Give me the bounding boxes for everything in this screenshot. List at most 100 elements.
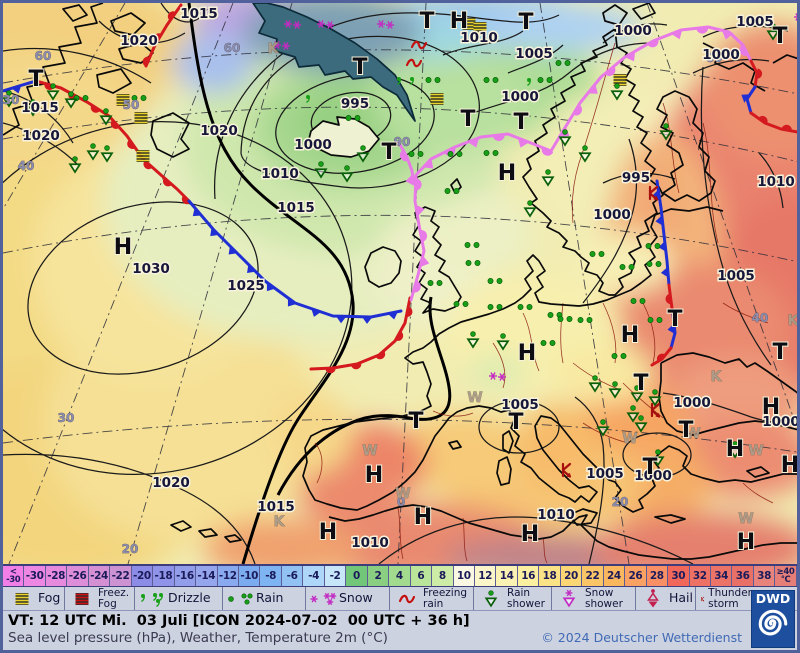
wx-symbol-shower xyxy=(588,375,602,393)
wx-symbol-rain xyxy=(577,317,593,323)
low-center-letter: T xyxy=(352,55,367,80)
low-center-letter: T xyxy=(772,340,787,365)
legend-label: Snow shower xyxy=(585,586,623,610)
scale-cell-18: 18 xyxy=(539,566,561,586)
scale-cell--28: -28 xyxy=(45,566,68,586)
scale-cell-34: 34 xyxy=(710,566,733,586)
graticule-label: 60 xyxy=(35,49,52,63)
scale-cell--30: -30 xyxy=(24,566,46,586)
wx-symbol-shower xyxy=(68,156,82,174)
wx-symbol-shower xyxy=(64,91,78,109)
parameters-line: Sea level pressure (hPa), Weather, Tempe… xyxy=(8,630,388,647)
dwd-logo-text: DWD xyxy=(755,591,791,606)
pressure-label: 1000 xyxy=(614,23,652,39)
advection-label-W: W xyxy=(362,443,377,459)
wx-symbol-rain xyxy=(537,77,553,83)
front-warm xyxy=(650,346,673,367)
advection-label-W: W xyxy=(748,443,763,459)
pressure-label: 1000 xyxy=(702,47,740,63)
front-cold xyxy=(3,79,38,94)
wx-symbol-rain xyxy=(427,280,443,286)
wx-symbol-thunder xyxy=(648,185,659,201)
scale-cell--16: -16 xyxy=(174,566,197,586)
front-warm xyxy=(665,283,675,317)
pressure-label: 1000 xyxy=(673,395,711,411)
wx-symbol-shower xyxy=(728,441,742,459)
legend-item-freezing-fog: Freez. Fog xyxy=(65,587,135,610)
wx-symbol-snow xyxy=(273,41,290,50)
scale-cell-<-30: < -30 xyxy=(3,566,25,586)
copyright: © 2024 Deutscher Wetterdienst xyxy=(541,630,742,646)
wx-symbol-rain xyxy=(131,95,147,101)
wx-symbol-shower xyxy=(26,99,40,117)
advection-label-W: W xyxy=(467,390,482,406)
wx-symbol-rain xyxy=(464,242,480,248)
ireland xyxy=(364,246,402,288)
finland xyxy=(656,90,716,202)
legend-item-rain-shower: Rain shower xyxy=(474,587,552,610)
front-cold xyxy=(741,85,757,115)
front-warm xyxy=(749,111,797,134)
high-center-letter: H xyxy=(726,437,744,462)
advection-label-W: W xyxy=(395,486,410,502)
scale-cell--22: -22 xyxy=(110,566,132,586)
wx-symbol-shower xyxy=(99,108,113,126)
scale-cell-26: 26 xyxy=(625,566,647,586)
scale-cell-12: 12 xyxy=(474,566,497,586)
low-center-letter: T xyxy=(408,409,423,434)
pressure-label: 1005 xyxy=(736,14,774,30)
low-center-letter: T xyxy=(667,307,682,332)
pressure-label: 1015 xyxy=(257,499,295,515)
legend-bar: Fog Freez. Fog Drizzle Rain Snow Freezing rain R… xyxy=(3,587,797,611)
pressure-label: 1010 xyxy=(537,507,575,523)
pressure-label: 1020 xyxy=(120,33,158,49)
pressure-label: 995 xyxy=(622,170,650,186)
snow-icon xyxy=(310,592,337,605)
wx-symbol-thunder xyxy=(650,402,661,418)
wx-symbol-shower xyxy=(541,169,555,187)
graticule-label: 20 xyxy=(612,495,629,509)
front-cold xyxy=(652,179,671,287)
advection-label-W: W xyxy=(738,511,753,527)
high-center-letter: H xyxy=(414,505,432,530)
wx-symbol-thunder xyxy=(561,462,572,478)
high-center-letter: H xyxy=(319,520,337,545)
wx-symbol-rain xyxy=(408,151,424,157)
wx-symbol-drizzle xyxy=(306,95,311,103)
scale-cell--2: -2 xyxy=(324,566,347,586)
wx-symbol-shower xyxy=(596,419,610,437)
wx-symbol-shower xyxy=(659,123,673,141)
valid-time-line: VT: 12 UTC Mi. 03 Juli [ICON 2024-07-02 … xyxy=(8,613,470,629)
dwd-spiral-icon xyxy=(758,609,788,636)
wx-symbol-snow xyxy=(489,372,506,381)
pressure-label: 1000 xyxy=(501,89,539,105)
scale-cell-10: 10 xyxy=(453,566,475,586)
greenland xyxy=(252,3,416,122)
wx-symbol-shower xyxy=(558,129,572,147)
wx-symbol-shower xyxy=(648,389,662,407)
wx-symbol-fog xyxy=(462,18,476,30)
freezing-fog-icon xyxy=(75,592,89,605)
scale-cell-36: 36 xyxy=(732,566,754,586)
low-center-letter: T xyxy=(513,110,528,135)
graticule-label: 20 xyxy=(122,542,139,556)
graticule-label: 90 xyxy=(394,135,411,149)
graticule-label: 40 xyxy=(18,159,35,173)
wx-symbol-shower xyxy=(523,200,537,218)
dwd-logo: DWD xyxy=(751,590,795,648)
low-center-letter: T xyxy=(642,455,657,480)
wx-symbol-shower xyxy=(314,161,328,179)
wx-symbol-drizzle xyxy=(397,77,402,85)
legend-label: Fog xyxy=(38,590,61,606)
footer: VT: 12 UTC Mi. 03 Juli [ICON 2024-07-02 … xyxy=(3,611,797,649)
high-center-letter: H xyxy=(365,463,383,488)
wx-symbol-snow xyxy=(284,20,301,29)
wx-symbol-shower xyxy=(626,405,640,423)
weather-map: 60 60 50 40 30 30 20 20 90 60 40 0 K K K K W W W W W W W 1015 10… xyxy=(3,3,797,564)
low-center-letter: T xyxy=(381,140,396,165)
fronts-layer xyxy=(3,3,797,374)
scale-cell--26: -26 xyxy=(67,566,89,586)
advection-label-K: K xyxy=(268,41,280,57)
legend-item-rain: Rain xyxy=(223,587,306,610)
